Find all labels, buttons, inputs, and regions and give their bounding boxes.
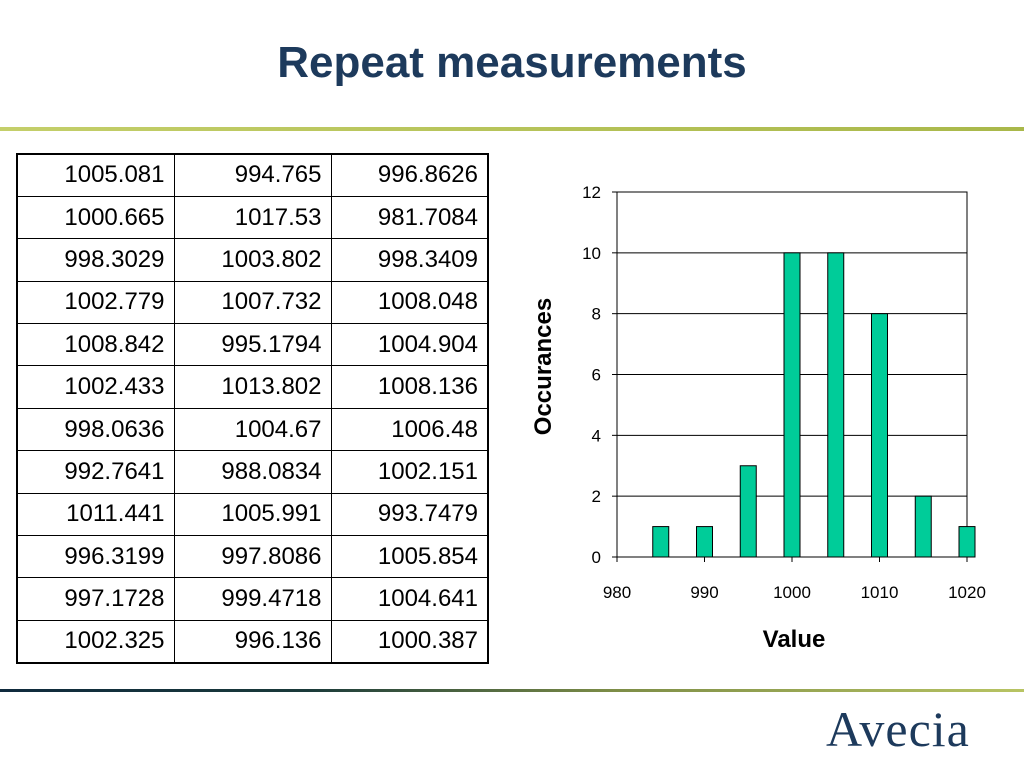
y-tick-label: 0: [592, 548, 601, 567]
x-tick-label: 1000: [773, 583, 811, 602]
histogram-bar: [958, 526, 976, 558]
table-cell: 1006.48: [330, 407, 489, 452]
histogram-bar: [827, 252, 845, 558]
table-cell: 997.1728: [16, 577, 175, 621]
table-row: 996.3199 997.8086 1005.854: [16, 535, 489, 579]
x-axis-label: Value: [763, 626, 826, 653]
table-cell: 994.765: [173, 153, 332, 197]
table-cell: 1002.779: [16, 280, 175, 325]
top-divider: [0, 127, 1024, 131]
bottom-divider: [0, 689, 1024, 692]
y-tick-label: 6: [592, 366, 601, 385]
table-row: 1011.441 1005.991 993.7479: [16, 492, 489, 537]
table-cell: 998.3029: [16, 238, 175, 282]
y-tick-label: 2: [592, 487, 601, 506]
table-cell: 1002.433: [16, 365, 175, 409]
x-tick-label: 990: [690, 583, 718, 602]
table-cell: 992.7641: [16, 450, 175, 494]
table-row: 998.3029 1003.802 998.3409: [16, 238, 489, 282]
table-cell: 997.8086: [173, 535, 332, 579]
table-cell: 1000.387: [330, 619, 489, 664]
histogram-chart: 0 2 4 6 8 10 12 980 990 1000 1010 1020 Value Occuranc…: [530, 183, 986, 653]
table-cell: 1005.991: [173, 492, 332, 537]
x-tick-label: 1020: [948, 583, 986, 602]
y-axis-label: Occurances: [530, 298, 557, 435]
table-cell: 1002.151: [330, 450, 489, 494]
table-cell: 988.0834: [173, 450, 332, 494]
table-cell: 995.1794: [173, 323, 332, 367]
table-cell: 998.3409: [330, 238, 489, 282]
table-cell: 996.8626: [330, 153, 489, 197]
table-row: 997.1728 999.4718 1004.641: [16, 577, 489, 621]
table-cell: 1008.136: [330, 365, 489, 409]
table-cell: 996.136: [173, 619, 332, 664]
table-cell: 999.4718: [173, 577, 332, 621]
table-cell: 1017.53: [173, 195, 332, 240]
measurements-table: 1005.081 994.765 996.8626 1000.665 1017.53 98…: [16, 153, 489, 664]
table-cell: 1013.802: [173, 365, 332, 409]
table-cell: 993.7479: [330, 492, 489, 537]
measurements-table-body: 1005.081 994.765 996.8626 1000.665 1017.53 98…: [16, 153, 489, 664]
x-tick-label: 1010: [861, 583, 899, 602]
table-cell: 1008.842: [16, 323, 175, 367]
y-tick-label: 8: [592, 305, 601, 324]
table-row: 1002.433 1013.802 1008.136: [16, 365, 489, 409]
table-row: 998.0636 1004.67 1006.48: [16, 407, 489, 452]
table-row: 992.7641 988.0834 1002.151: [16, 450, 489, 494]
y-tick-label: 4: [592, 426, 601, 445]
x-tick-label: 980: [603, 583, 631, 602]
table-row: 1002.325 996.136 1000.387: [16, 619, 489, 664]
histogram-bar: [652, 526, 670, 558]
histogram-bar: [871, 313, 888, 558]
table-cell: 1004.641: [330, 577, 489, 621]
table-cell: 1008.048: [330, 280, 489, 325]
histogram-bar: [783, 252, 801, 558]
table-cell: 1004.904: [330, 323, 489, 367]
avecia-logo: Avecia: [826, 701, 970, 757]
table-cell: 1011.441: [16, 492, 175, 537]
histogram-bar: [696, 526, 713, 558]
table-row: 1005.081 994.765 996.8626: [16, 153, 489, 197]
table-row: 1008.842 995.1794 1004.904: [16, 323, 489, 367]
slide-title: Repeat measurements: [277, 38, 747, 87]
table-cell: 981.7084: [330, 195, 489, 240]
table-row: 1002.779 1007.732 1008.048: [16, 280, 489, 325]
y-tick-label: 10: [582, 244, 601, 263]
table-cell: 1004.67: [173, 407, 332, 452]
table-row: 1000.665 1017.53 981.7084: [16, 195, 489, 240]
table-cell: 1003.802: [173, 238, 332, 282]
table-cell: 996.3199: [16, 535, 175, 579]
table-cell: 1002.325: [16, 619, 175, 664]
table-cell: 1007.732: [173, 280, 332, 325]
histogram-bar: [739, 465, 757, 558]
table-cell: 1000.665: [16, 195, 175, 240]
histogram-bar: [914, 495, 932, 558]
table-cell: 998.0636: [16, 407, 175, 452]
table-cell: 1005.854: [330, 535, 489, 579]
y-tick-label: 12: [582, 183, 601, 202]
table-cell: 1005.081: [16, 153, 175, 197]
